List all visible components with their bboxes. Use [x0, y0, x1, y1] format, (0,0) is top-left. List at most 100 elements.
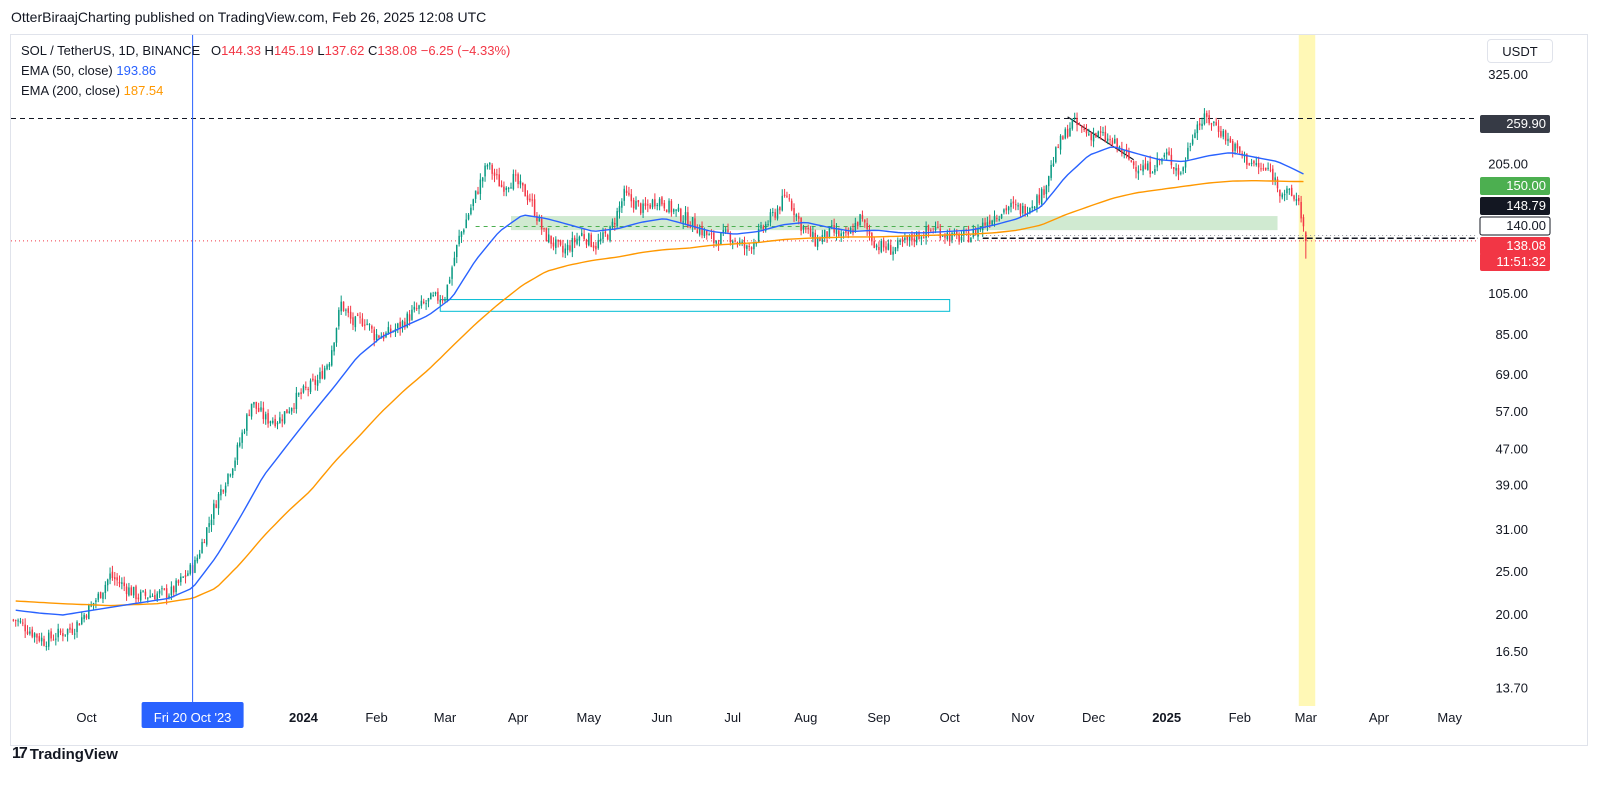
x-tick-label: 2024 [289, 710, 319, 725]
candle-body [963, 230, 965, 236]
candle-body [790, 200, 793, 210]
candle-body [1064, 129, 1067, 139]
candle-body [715, 240, 717, 244]
candle-body [774, 212, 776, 218]
candle-body [887, 243, 890, 250]
candle-body [1050, 165, 1052, 178]
candle-body [227, 473, 229, 484]
candle-body [349, 311, 352, 319]
candle-body [1045, 185, 1048, 195]
candle-body [95, 600, 97, 603]
candle-body [399, 321, 401, 330]
candle-body [670, 201, 673, 213]
candle-body [305, 386, 307, 388]
candle-body [1187, 147, 1189, 160]
legend-symbol[interactable]: SOL / TetherUS, 1D, BINANCE [21, 43, 201, 58]
candle-body [22, 622, 24, 624]
y-tick-label: 69.00 [1495, 367, 1528, 382]
candle-body [835, 229, 838, 234]
x-tick-label: Feb [1229, 710, 1251, 725]
candle-body [26, 631, 29, 634]
candle-body [439, 300, 442, 303]
candle-body [625, 190, 628, 193]
candle-body [510, 187, 512, 189]
candle-body [892, 251, 894, 255]
candle-body [526, 195, 529, 201]
footer-brand[interactable]: 17 TradingView [12, 745, 118, 763]
legend-ema50-row[interactable]: EMA (50, close) 193.86 [21, 61, 510, 81]
candle-body [470, 207, 472, 215]
candle-body [1290, 187, 1293, 196]
candle-body [83, 614, 85, 620]
candle-body [1114, 138, 1116, 144]
candle-body [323, 368, 326, 379]
candle-body [453, 257, 456, 266]
candle-body [1184, 160, 1187, 168]
candle-body [1083, 128, 1085, 130]
candle-body [524, 184, 526, 197]
candle-body [267, 413, 269, 424]
candle-body [257, 407, 260, 412]
candle-body [531, 199, 533, 201]
candle-body [217, 494, 220, 509]
candle-body [361, 318, 364, 326]
y-tick-label: 20.00 [1495, 607, 1528, 622]
candle-body [1203, 113, 1206, 125]
candle-body [856, 221, 859, 227]
candle-body [941, 235, 944, 237]
candle-body [78, 623, 81, 626]
candle-body [1139, 169, 1142, 171]
legend-ema50-value: 193.86 [116, 63, 157, 78]
candle-body [1198, 123, 1201, 126]
candle-body [40, 637, 43, 642]
candle-body [281, 419, 283, 422]
candle-body [734, 240, 736, 242]
candle-body [639, 203, 642, 214]
candle-body [875, 245, 878, 248]
candle-body [696, 230, 699, 234]
currency-selector[interactable]: USDT [1487, 39, 1553, 63]
candle-body [757, 229, 760, 242]
legend-close-label: C [367, 43, 378, 58]
candle-body [566, 244, 569, 251]
candle-body [1029, 207, 1031, 214]
candle-body [1281, 194, 1283, 198]
candle-body [519, 180, 522, 185]
candle-body [465, 219, 467, 229]
candle-body [505, 187, 508, 190]
candle-body [800, 217, 802, 231]
legend-ema200-row[interactable]: EMA (200, close) 187.54 [21, 81, 510, 101]
candle-body [213, 503, 215, 519]
candle-body [599, 238, 602, 242]
candle-body [319, 372, 321, 380]
candle-body [1128, 151, 1130, 160]
candle-body [1274, 177, 1276, 181]
candle-body [1208, 115, 1210, 124]
legend-low: 137.62 [324, 43, 365, 58]
candle-body [710, 233, 713, 235]
candle-body [529, 198, 531, 201]
candle-body [840, 233, 842, 236]
candle-body [592, 245, 595, 248]
candle-body [708, 234, 710, 236]
candle-body [50, 631, 52, 639]
candle-body [746, 245, 748, 249]
y-tick-label: 105.00 [1488, 286, 1528, 301]
candle-body [779, 207, 781, 211]
candle-body [184, 575, 187, 578]
candle-body [116, 577, 118, 581]
candle-body [397, 323, 399, 329]
candle-body [474, 190, 477, 199]
candle-body [432, 295, 434, 297]
candle-body [467, 214, 470, 220]
candle-body [616, 211, 618, 227]
candle-body [114, 577, 116, 580]
candle-body [522, 182, 524, 186]
candle-body [939, 228, 942, 239]
candle-body [71, 628, 74, 634]
candle-body [269, 421, 272, 424]
x-tick-label: 2025 [1152, 710, 1181, 725]
candle-body [743, 242, 746, 249]
candle-body [451, 267, 453, 279]
